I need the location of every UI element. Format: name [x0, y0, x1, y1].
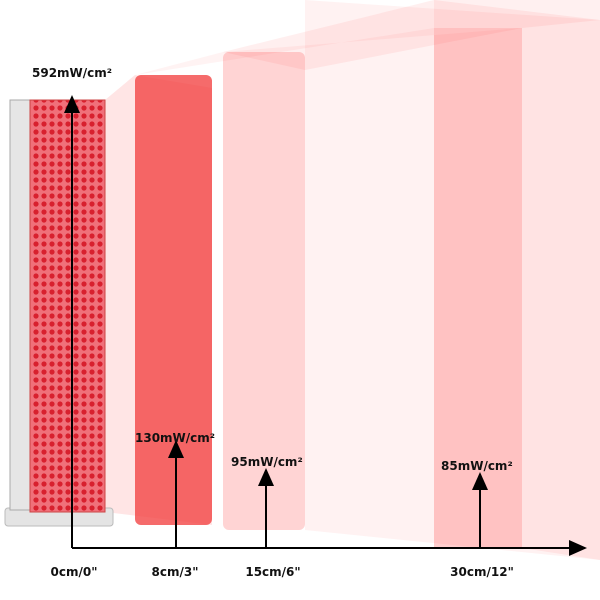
- light-plane: [135, 75, 212, 525]
- irradiance-label: 85mW/cm²: [441, 459, 513, 473]
- panel-side: [9, 99, 33, 511]
- light-plane: [305, 0, 600, 560]
- distance-label: 15cm/6": [245, 565, 300, 579]
- distance-label: 8cm/3": [152, 565, 199, 579]
- arrows: [64, 95, 587, 556]
- irradiance-label: 130mW/cm²: [135, 431, 215, 445]
- irradiance-label: 95mW/cm²: [231, 455, 303, 469]
- light-plane: [135, 28, 522, 548]
- light-plane: [223, 0, 600, 70]
- light-plane: [434, 28, 522, 548]
- distance-label: 30cm/12": [450, 565, 514, 579]
- distance-label: 0cm/0": [51, 565, 98, 579]
- light-planes: [105, 0, 600, 560]
- light-plane: [223, 52, 305, 530]
- panel-front: [29, 99, 106, 513]
- light-panel: [4, 99, 114, 527]
- irradiance-label: 592mW/cm²: [32, 66, 112, 80]
- light-plane: [434, 0, 600, 560]
